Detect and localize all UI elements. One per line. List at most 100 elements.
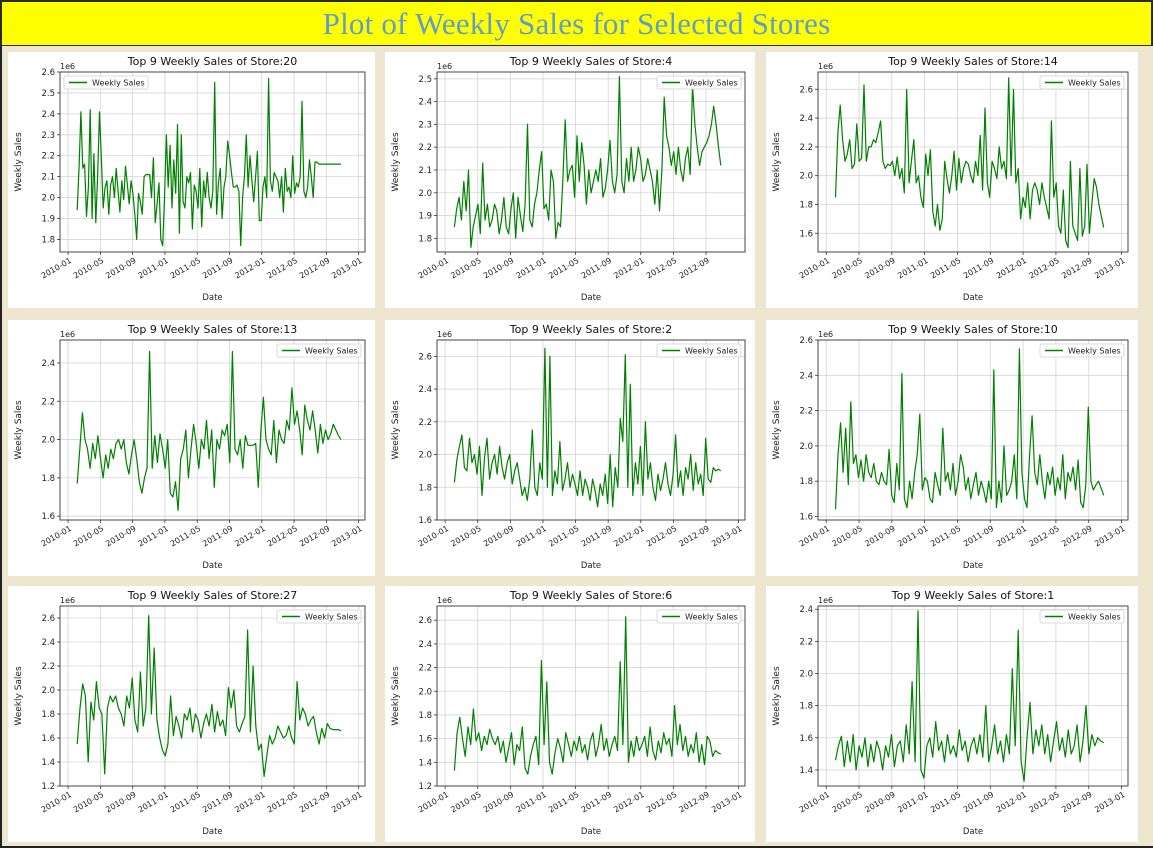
plot-area xyxy=(436,605,746,787)
x-tick-label-2013-01: 2013-01 xyxy=(330,524,363,549)
y-axis-label: Weekly Sales xyxy=(14,400,24,460)
y-axis-label: Weekly Sales xyxy=(772,132,782,192)
chart-store-13: Top 9 Weekly Sales of Store:132010-01201… xyxy=(14,323,366,571)
y-tick-label-1-6: 1.6 xyxy=(41,734,55,744)
x-tick-label-2012-05: 2012-05 xyxy=(645,790,678,815)
y-tick-label-2-6: 2.6 xyxy=(41,614,55,624)
y-tick-label-2: 2.0 xyxy=(799,172,813,182)
y-multiplier: 1e6 xyxy=(60,330,75,339)
x-tick-label-2010-01: 2010-01 xyxy=(798,256,831,281)
x-tick-label-2011-05: 2011-05 xyxy=(547,790,580,815)
x-tick-label-2012-01: 2012-01 xyxy=(995,524,1028,549)
y-tick-label-2-4: 2.4 xyxy=(418,385,432,395)
x-tick-label-2012-05: 2012-05 xyxy=(1027,256,1060,281)
x-tick-label-2010-01: 2010-01 xyxy=(40,790,73,815)
x-tick-label-2012-09: 2012-09 xyxy=(678,256,711,281)
y-tick-label-2-4: 2.4 xyxy=(41,638,55,648)
x-tick-label-2010-05: 2010-05 xyxy=(831,256,864,281)
y-tick-label-2-4: 2.4 xyxy=(799,371,813,381)
legend-label: Weekly Sales xyxy=(685,613,738,622)
x-tick-label-2010-05: 2010-05 xyxy=(72,524,105,549)
x-tick-label-2013-01: 2013-01 xyxy=(710,790,743,815)
y-tick-label-2-2: 2.2 xyxy=(418,143,432,153)
y-multiplier: 1e6 xyxy=(818,62,833,71)
y-tick-label-2: 2.0 xyxy=(799,442,813,452)
x-tick-label-2011-01: 2011-01 xyxy=(896,790,929,815)
x-tick-label-2010-01: 2010-01 xyxy=(417,256,450,281)
y-tick-label-2: 2.0 xyxy=(41,686,55,696)
x-axis-label: Date xyxy=(963,293,983,303)
x-tick-label-2012-05: 2012-05 xyxy=(645,256,678,281)
x-tick-label-2010-09: 2010-09 xyxy=(104,524,137,549)
chart-title: Top 9 Weekly Sales of Store:4 xyxy=(509,55,672,68)
y-multiplier: 1e6 xyxy=(437,62,452,71)
x-tick-label-2012-09: 2012-09 xyxy=(1060,256,1093,281)
axes-group: 2010-012010-052010-092011-012011-052011-… xyxy=(40,605,366,815)
y-tick-label-2-5: 2.5 xyxy=(41,89,55,99)
y-tick-label-2-3: 2.3 xyxy=(418,120,432,130)
x-tick-label-2011-01: 2011-01 xyxy=(515,524,548,549)
y-tick-label-2-3: 2.3 xyxy=(41,131,55,141)
y-tick-label-2-4: 2.4 xyxy=(418,640,432,650)
chart-panel-store-2: Top 9 Weekly Sales of Store:2 2010-01 2010… xyxy=(385,320,755,576)
y-axis-label: Weekly Sales xyxy=(14,666,24,726)
chart-grid-frame: Top 9 Weekly Sales of Store:20 2010-01 201… xyxy=(0,46,1153,848)
x-tick-label-2012-01: 2012-01 xyxy=(995,256,1028,281)
legend-label: Weekly Sales xyxy=(685,79,738,88)
legend-box xyxy=(1039,343,1125,358)
chart-title: Top 9 Weekly Sales of Store:27 xyxy=(127,589,297,602)
x-tick-label-2012-01: 2012-01 xyxy=(995,790,1028,815)
y-tick-label-2-2: 2.2 xyxy=(799,637,813,647)
y-tick-label-2-2: 2.2 xyxy=(41,662,55,672)
legend-box xyxy=(656,75,742,90)
x-tick-label-2011-09: 2011-09 xyxy=(962,790,995,815)
y-tick-label-1-2: 1.2 xyxy=(418,782,432,792)
y-tick-label-2: 2.0 xyxy=(41,436,55,446)
legend-label: Weekly Sales xyxy=(685,347,738,356)
x-tick-label-2011-05: 2011-05 xyxy=(929,256,962,281)
x-tick-label-2011-09: 2011-09 xyxy=(580,790,613,815)
x-tick-label-2010-01: 2010-01 xyxy=(798,790,831,815)
y-tick-label-2-2: 2.2 xyxy=(418,664,432,674)
page-banner: Plot of Weekly Sales for Selected Stores xyxy=(0,0,1153,46)
legend-label: Weekly Sales xyxy=(1068,79,1121,88)
y-tick-label-1-6: 1.6 xyxy=(418,516,432,526)
plot-area xyxy=(59,71,366,253)
x-tick-label-2010-01: 2010-01 xyxy=(798,524,831,549)
x-tick-label-2010-01: 2010-01 xyxy=(417,524,450,549)
x-axis-label: Date xyxy=(202,827,222,837)
y-tick-label-2-5: 2.5 xyxy=(418,75,432,85)
y-tick-label-1-8: 1.8 xyxy=(799,702,813,712)
y-multiplier: 1e6 xyxy=(818,596,833,605)
legend: Weekly Sales xyxy=(656,343,742,358)
y-tick-label-2-2: 2.2 xyxy=(41,152,55,162)
y-tick-label-1-4: 1.4 xyxy=(799,766,813,776)
plot-area xyxy=(436,71,746,253)
y-tick-label-2-1: 2.1 xyxy=(418,166,432,176)
y-tick-label-2-1: 2.1 xyxy=(41,173,55,183)
x-tick-label-2012-05: 2012-05 xyxy=(266,790,299,815)
y-tick-label-1-9: 1.9 xyxy=(418,212,432,222)
chart-title: Top 9 Weekly Sales of Store:10 xyxy=(887,323,1057,336)
y-tick-label-2-4: 2.4 xyxy=(41,359,55,369)
y-axis-label: Weekly Sales xyxy=(772,400,782,460)
x-tick-label-2010-09: 2010-09 xyxy=(104,790,137,815)
x-tick-label-2010-01: 2010-01 xyxy=(40,524,73,549)
legend-box xyxy=(276,609,362,624)
y-tick-label-2-6: 2.6 xyxy=(418,352,432,362)
y-tick-label-2-6: 2.6 xyxy=(418,616,432,626)
x-tick-label-2011-01: 2011-01 xyxy=(136,256,169,281)
y-tick-label-2: 2.0 xyxy=(418,687,432,697)
page-title: Plot of Weekly Sales for Selected Stores xyxy=(322,5,831,41)
y-tick-label-1-6: 1.6 xyxy=(799,734,813,744)
y-tick-label-2-2: 2.2 xyxy=(799,143,813,153)
x-tick-label-2011-01: 2011-01 xyxy=(136,790,169,815)
x-tick-label-2010-01: 2010-01 xyxy=(417,790,450,815)
x-tick-label-2013-01: 2013-01 xyxy=(1093,790,1126,815)
x-tick-label-2010-05: 2010-05 xyxy=(72,256,105,281)
x-tick-label-2011-05: 2011-05 xyxy=(169,790,202,815)
y-multiplier: 1e6 xyxy=(60,62,75,71)
x-axis-label: Date xyxy=(202,293,222,303)
